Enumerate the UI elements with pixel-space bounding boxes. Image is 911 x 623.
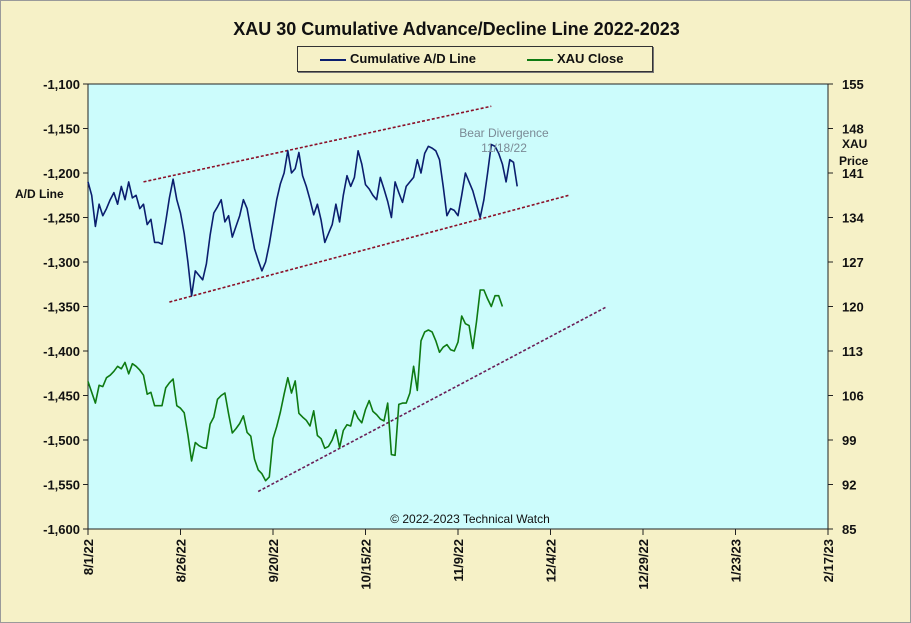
trendline-2 [169,194,570,303]
y-tick-label-right: 148 [842,122,864,137]
y-tick-label-right: 106 [842,389,864,404]
x-tick-label: 10/15/22 [359,539,374,590]
legend-swatch-xau-close [527,59,553,61]
y-axis-label-right-line2: Price [839,154,869,168]
x-tick-label: 8/26/22 [174,539,189,582]
x-tick-label: 2/17/23 [821,539,836,582]
copyright-text: © 2022-2023 Technical Watch [390,512,550,526]
y-axis-label-left: A/D Line [15,187,64,201]
plot-area [87,83,829,530]
trendline-1 [143,105,492,183]
y-tick-label-right: 127 [842,255,864,270]
y-tick-label-right: 120 [842,300,864,315]
series-line-ad [87,143,518,297]
y-tick-label-left: -1,300 [43,255,80,270]
y-tick-label-left: -1,600 [43,522,80,537]
y-axis-label-right-line1: XAU [842,137,868,151]
x-tick-label: 12/29/22 [636,539,651,590]
x-tick-label: 12/4/22 [544,539,559,582]
y-tick-label-right: 134 [842,211,864,226]
y-tick-label-left: -1,150 [43,122,80,137]
y-tick-label-left: -1,550 [43,478,80,493]
y-tick-label-left: -1,250 [43,211,80,226]
y-tick-label-right: 99 [842,433,856,448]
y-tick-label-left: -1,100 [43,77,80,92]
x-tick-label: 1/23/23 [729,539,744,582]
x-tick-label: 11/9/22 [451,539,466,582]
x-tick-label: 9/20/22 [266,539,281,582]
trendline-3 [257,306,607,493]
series-line-xau-close [87,289,504,482]
legend-label-ad-line: Cumulative A/D Line [350,51,476,66]
annotation-bear-divergence: Bear Divergence [459,126,549,140]
y-tick-label-right: 155 [842,77,864,92]
y-tick-label-left: -1,500 [43,433,80,448]
y-tick-label-left: -1,200 [43,166,80,181]
y-tick-label-right: 113 [842,344,863,359]
y-tick-label-right: 85 [842,522,856,537]
y-tick-label-left: -1,400 [43,344,80,359]
legend-swatch-ad-line [320,59,346,61]
y-tick-label-right: 92 [842,478,856,493]
x-tick-label: 8/1/22 [81,539,96,575]
chart-title: XAU 30 Cumulative Advance/Decline Line 2… [233,19,680,39]
annotation-divergence-date: 11/18/22 [481,141,527,155]
y-tick-label-left: -1,350 [43,300,80,315]
legend-label-xau-close: XAU Close [557,51,624,66]
chart-legend: Cumulative A/D Line XAU Close [297,46,653,72]
y-tick-label-right: 141 [842,166,864,181]
y-tick-label-left: -1,450 [43,389,80,404]
